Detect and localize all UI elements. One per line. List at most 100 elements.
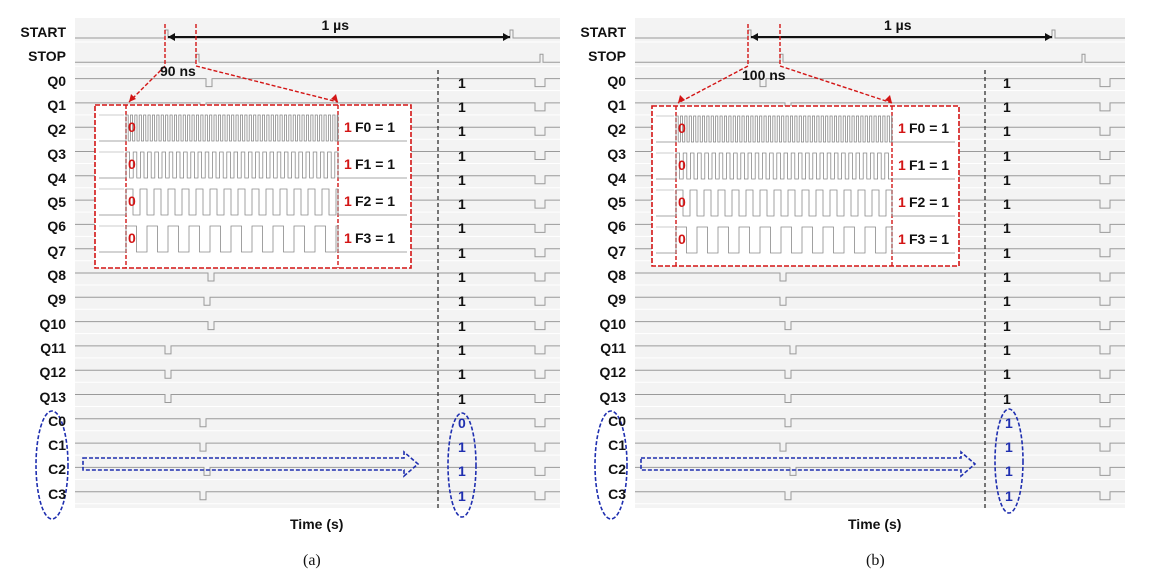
trace-q10 [75, 321, 560, 331]
signal-label-q3: Q3 [47, 145, 66, 162]
trace-q13 [75, 394, 560, 403]
q-value: 1 [458, 74, 466, 91]
signal-label-q12: Q12 [39, 364, 66, 381]
inset-end-value: 1 [898, 194, 906, 210]
inset-waveform-2 [99, 188, 407, 216]
q-value: 1 [1003, 123, 1011, 140]
zoom-line-left [677, 65, 749, 104]
signal-label-c0: C0 [608, 412, 626, 429]
inset-end-value: 1 [898, 231, 906, 247]
blue-direction-arrow [82, 450, 420, 478]
inset-start-value: 0 [128, 230, 136, 246]
signal-label-c3: C3 [608, 485, 626, 502]
c-value: 1 [1005, 463, 1013, 480]
inset-start-value: 0 [128, 156, 136, 172]
inset-waveform-3 [99, 225, 407, 253]
inset-waveform-0 [656, 115, 955, 143]
zoom-line-right [195, 65, 339, 103]
inset-end-value: 1 [898, 157, 906, 173]
signal-label-q4: Q4 [607, 169, 626, 186]
signal-label-q5: Q5 [47, 194, 66, 211]
flag-label: F2 = 1 [355, 193, 396, 209]
labels-ellipse-left [35, 410, 69, 520]
period-arrowhead-left [751, 33, 758, 41]
trace-c2 [635, 466, 1125, 476]
trace-q8 [75, 272, 560, 282]
signal-label-c0: C0 [48, 412, 66, 429]
q-value: 1 [1003, 220, 1011, 237]
q-value: 1 [1003, 196, 1011, 213]
q-value: 1 [458, 390, 466, 407]
signal-label-q7: Q7 [47, 242, 66, 259]
flag-label: F3 = 1 [909, 231, 950, 247]
q-value: 1 [458, 269, 466, 285]
panel-caption: (b) [866, 552, 885, 569]
flag-label: F0 = 1 [909, 120, 950, 136]
signal-label-stop: STOP [28, 48, 66, 65]
period-arrowhead-right [503, 33, 510, 41]
q-value: 1 [458, 244, 466, 261]
q-value: 1 [458, 341, 466, 358]
zoom-line-right [779, 65, 893, 104]
signal-label-q10: Q10 [599, 315, 626, 332]
trace-q12 [635, 369, 1125, 379]
signal-label-start: START [20, 24, 66, 40]
inset-start-value: 0 [678, 120, 686, 136]
trace-q9 [635, 296, 1125, 306]
signal-label-q13: Q13 [599, 388, 626, 405]
inset-end-value: 1 [344, 119, 352, 135]
inset-end-value: 1 [344, 193, 352, 209]
signal-label-c1: C1 [608, 437, 626, 454]
trace-q11 [635, 345, 1125, 355]
panel-b: START STOP Q0 Q1 Q2 Q3 Q4 Q5 Q6 Q7 Q8 Q9 Q10 Q11 Q12 Q1… [557, 0, 1127, 584]
trace-stop [635, 53, 1125, 63]
trace-c0 [75, 418, 560, 428]
signal-label-q0: Q0 [607, 72, 626, 89]
flag-label: F3 = 1 [355, 230, 396, 246]
signal-label-q8: Q8 [607, 267, 626, 283]
zoom-arrowhead-right [885, 95, 892, 103]
values-ellipse-right [994, 408, 1024, 514]
inset-end-value: 1 [344, 230, 352, 246]
inset-waveform-3 [656, 226, 955, 254]
signal-label-q1: Q1 [47, 96, 66, 113]
flag-label: F1 = 1 [909, 157, 950, 173]
q-value: 1 [458, 196, 466, 213]
timing-diagram-b [594, 18, 1125, 520]
c-value: 0 [458, 414, 466, 431]
delay-label: 100 ns [742, 67, 786, 83]
signal-label-q9: Q9 [47, 291, 66, 308]
signal-label-q1: Q1 [607, 96, 626, 113]
values-ellipse-right [447, 412, 477, 518]
q-value: 1 [458, 220, 466, 237]
inset-start-value: 0 [678, 157, 686, 173]
inset-end-value: 1 [344, 156, 352, 172]
c-value: 1 [458, 439, 466, 456]
q-value: 1 [1003, 366, 1011, 383]
signal-label-c2: C2 [608, 461, 626, 478]
signal-label-q11: Q11 [40, 339, 66, 356]
inset-waveform-2 [656, 189, 955, 217]
signal-label-q9: Q9 [607, 291, 626, 308]
c-value: 1 [1005, 414, 1013, 431]
inset-start-value: 0 [678, 231, 686, 247]
q-value: 1 [458, 123, 466, 140]
inset-waveform-0 [99, 114, 407, 142]
signal-label-q8: Q8 [47, 267, 66, 283]
signal-label-stop: STOP [588, 48, 626, 65]
signal-label-q6: Q6 [607, 218, 626, 235]
flag-label: F1 = 1 [355, 156, 396, 172]
signal-label-q4: Q4 [47, 169, 66, 186]
timing-diagram-a [35, 18, 560, 520]
q-value: 1 [1003, 98, 1011, 115]
q-value: 1 [458, 147, 466, 164]
period-label: 1 µs [884, 17, 912, 33]
c-value: 1 [458, 463, 466, 480]
q-value: 1 [1003, 390, 1011, 407]
q-value: 1 [1003, 74, 1011, 91]
q-value: 1 [1003, 317, 1011, 334]
q-value: 1 [1003, 269, 1011, 285]
q-value: 1 [1003, 171, 1011, 188]
x-axis-label: Time (s) [290, 516, 344, 532]
signal-label-q13: Q13 [39, 388, 66, 405]
